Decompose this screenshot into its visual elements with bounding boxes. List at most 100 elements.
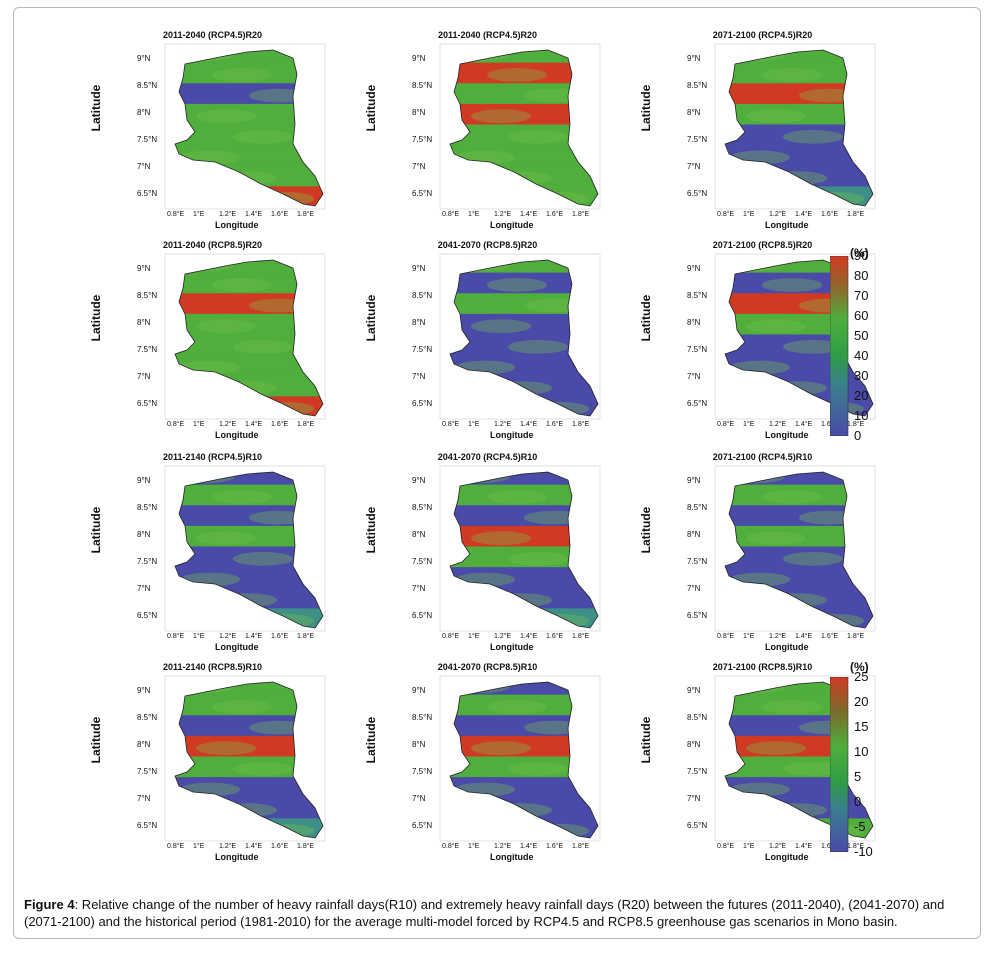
value-blob xyxy=(471,531,531,546)
figure-caption: Figure 4: Relative change of the number … xyxy=(24,896,974,930)
value-blob xyxy=(508,339,568,354)
x-tick-label: 1.6°E xyxy=(271,421,289,428)
value-blob xyxy=(746,319,806,334)
basin-map xyxy=(439,43,601,210)
value-blob xyxy=(254,191,314,206)
value-blob xyxy=(746,109,806,124)
y-tick-label: 8.5°N xyxy=(137,291,158,300)
x-tick-label: 1°E xyxy=(743,421,755,428)
colorbar-tick-label: 10 xyxy=(854,408,869,423)
value-blob xyxy=(249,298,309,313)
y-axis-label: Latitude xyxy=(364,506,378,554)
x-tick-label: 1.2°E xyxy=(219,421,237,428)
x-axis-label: Longitude xyxy=(490,430,534,440)
x-tick-label: 1.4°E xyxy=(795,633,813,640)
x-tick-label: 1.2°E xyxy=(494,211,512,218)
map-frame xyxy=(164,43,326,210)
x-tick-label: 0.8°E xyxy=(442,843,460,850)
map-frame xyxy=(439,675,601,842)
y-axis-label: Latitude xyxy=(89,84,103,132)
y-tick-label: 9°N xyxy=(687,476,701,485)
colorbar-tick-label: 60 xyxy=(854,308,869,323)
x-tick-label: 1°E xyxy=(468,211,480,218)
value-blob xyxy=(180,572,240,587)
y-tick-label: 7.5°N xyxy=(687,135,708,144)
basin-map xyxy=(439,465,601,632)
x-tick-label: 1.2°E xyxy=(219,843,237,850)
x-tick-label: 1.4°E xyxy=(520,421,538,428)
value-blob xyxy=(471,109,531,124)
y-axis-label: Latitude xyxy=(639,506,653,554)
x-tick-label: 0.8°E xyxy=(167,421,185,428)
value-blob xyxy=(804,613,864,628)
value-blob xyxy=(767,593,827,607)
map-frame xyxy=(164,465,326,632)
y-tick-label: 8°N xyxy=(412,740,426,749)
value-blob xyxy=(180,360,240,375)
y-tick-label: 9°N xyxy=(412,54,426,63)
value-blob xyxy=(180,150,240,165)
value-blob xyxy=(233,551,293,566)
panel-title: 2071-2100 (RCP8.5)R20 xyxy=(712,240,813,250)
x-tick-label: 0.8°E xyxy=(167,633,185,640)
map-panel: 2071-2100 (RCP8.5)R10 Latitude 9°N 8.5°N 8°N… xyxy=(639,662,880,862)
y-tick-label: 8.5°N xyxy=(687,713,708,722)
value-blob xyxy=(804,191,864,206)
x-tick-label: 0.8°E xyxy=(717,843,735,850)
x-axis-label: Longitude xyxy=(490,220,534,230)
x-tick-label: 1.4°E xyxy=(245,843,263,850)
value-blob xyxy=(450,260,510,272)
basin-outline xyxy=(174,49,324,207)
colorbar-unit: (%) xyxy=(850,246,869,260)
colorbar-tick-label: 30 xyxy=(854,368,869,383)
colorbar-tick-label: 10 xyxy=(854,744,869,759)
x-tick-label: 0.8°E xyxy=(717,633,735,640)
x-tick-label: 1°E xyxy=(193,633,205,640)
y-tick-label: 7°N xyxy=(412,584,426,593)
x-tick-label: 1.6°E xyxy=(546,211,564,218)
value-blob xyxy=(524,88,584,103)
x-tick-label: 1.2°E xyxy=(494,843,512,850)
y-tick-label: 8.5°N xyxy=(137,503,158,512)
colorbar-r10: (%) 25 20 15 10 5 0 -5 -10 xyxy=(820,660,900,860)
value-blob xyxy=(492,171,552,185)
value-blob xyxy=(249,510,309,525)
basin-outline xyxy=(449,49,599,207)
basin-map xyxy=(714,43,876,210)
basin-outline xyxy=(449,471,599,629)
map-panel: 2041-2070 (RCP8.5)R20 Latitude 9°N 8.5°N 8°N… xyxy=(364,240,605,440)
x-tick-label: 1.8°E xyxy=(847,421,865,428)
value-blob xyxy=(450,682,510,694)
value-blob xyxy=(762,278,822,292)
y-tick-label: 8°N xyxy=(137,530,151,539)
y-axis-label: Latitude xyxy=(364,716,378,764)
basin-map xyxy=(439,253,601,420)
map-panel: 2071-2100 (RCP4.5)R10 Latitude 9°N 8.5°N 8°N… xyxy=(639,452,880,652)
panel-title: 2011-2040 (RCP4.5)R20 xyxy=(437,30,538,40)
x-tick-label: 1.4°E xyxy=(245,633,263,640)
y-tick-label: 6.5°N xyxy=(687,611,708,620)
value-blob xyxy=(730,572,790,587)
value-blob xyxy=(524,720,584,735)
x-tick-label: 1.6°E xyxy=(821,211,839,218)
value-blob xyxy=(529,823,589,838)
value-blob xyxy=(487,700,547,714)
value-blob xyxy=(450,472,510,484)
x-tick-label: 0.8°E xyxy=(167,843,185,850)
y-tick-label: 6.5°N xyxy=(137,611,158,620)
x-tick-label: 1.2°E xyxy=(769,421,787,428)
value-blob xyxy=(212,278,272,292)
basin-map xyxy=(714,465,876,632)
map-panel: 2071-2100 (RCP4.5)R20 Latitude 9°N 8.5°N 8°N… xyxy=(639,30,880,230)
value-blob xyxy=(180,782,240,797)
map-frame xyxy=(439,253,601,420)
y-tick-label: 6.5°N xyxy=(687,399,708,408)
x-tick-label: 1.2°E xyxy=(769,843,787,850)
x-tick-label: 1.6°E xyxy=(271,211,289,218)
basin-map xyxy=(439,675,601,842)
panel-title: 2071-2100 (RCP8.5)R10 xyxy=(712,662,813,672)
panel-title: 2041-2070 (RCP8.5)R20 xyxy=(437,240,538,250)
x-tick-label: 1.8°E xyxy=(572,843,590,850)
x-tick-label: 1.6°E xyxy=(546,633,564,640)
map-panel: 2041-2070 (RCP8.5)R10 Latitude 9°N 8.5°N 8°N… xyxy=(364,662,605,862)
